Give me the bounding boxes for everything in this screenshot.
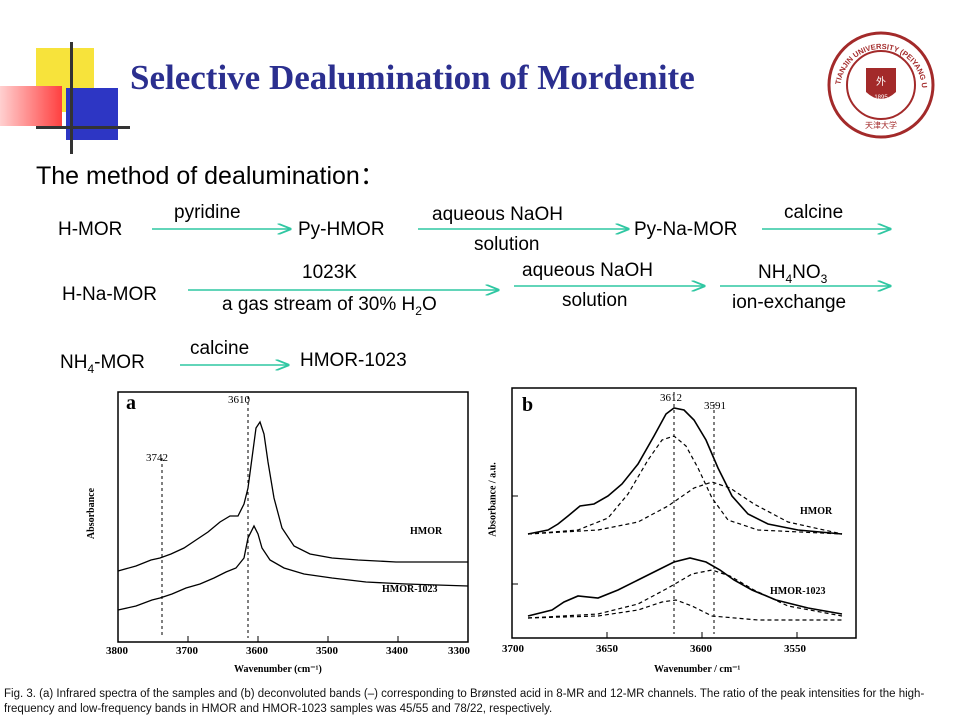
- species-h-mor: H-MOR: [58, 219, 123, 240]
- panel-a-xtick-1: 3700: [176, 645, 198, 657]
- deconv-b-1023-low: [527, 569, 843, 619]
- condition-gas-stream-o: O: [421, 294, 437, 315]
- panel-a-xtick-4: 3400: [386, 645, 408, 657]
- figure-caption: Fig. 3. (a) Infrared spectra of the samp…: [4, 688, 925, 715]
- section-heading: The method of dealumination：: [36, 162, 385, 190]
- figure-panel-a: [96, 388, 480, 684]
- panel-b-peak-3591: 3591: [704, 400, 726, 412]
- panel-a-peak-3742: 3742: [146, 452, 168, 464]
- panel-b-xlabel: Wavenumber / cm⁻¹: [654, 664, 741, 675]
- panel-a-label: a: [126, 392, 136, 414]
- svg-text:外: 外: [876, 76, 886, 88]
- spectrum-b-hmor: [527, 407, 843, 535]
- panel-a-curve-hmor: HMOR: [410, 526, 443, 537]
- subscript-3: 3: [820, 271, 828, 286]
- spectrum-hmor-1023: [117, 524, 469, 611]
- panel-b-peak-3612: 3612: [660, 392, 682, 404]
- subscript-2: 2: [415, 303, 422, 318]
- reagent-calcine-2: calcine: [190, 338, 250, 359]
- panel-b-xtick-3: 3550: [784, 643, 806, 655]
- panel-b-label: b: [522, 394, 534, 416]
- panel-a-peak-3610: 3610: [228, 394, 250, 406]
- reagent-naoh-1-line2: solution: [474, 234, 540, 255]
- panel-a-xtick-0: 3800: [106, 645, 128, 657]
- subscript-4b: 4: [87, 361, 95, 376]
- subscript-4: 4: [785, 271, 793, 286]
- slide-title: Selective Dealumination of Mordenite: [130, 58, 695, 97]
- panel-b-curve-hmor: HMOR: [800, 506, 833, 517]
- panel-a-curve-hmor-1023: HMOR-1023: [382, 584, 438, 595]
- species-nh4-mor-rest: -MOR: [94, 352, 145, 373]
- deconv-b-1023-high: [527, 599, 842, 621]
- reagent-nh4no3: NH4NO3: [758, 262, 827, 286]
- species-hmor-1023: HMOR-1023: [300, 350, 407, 371]
- svg-text:1895: 1895: [874, 95, 888, 101]
- panel-b-xtick-1: 3650: [596, 643, 618, 655]
- species-py-na-mor: Py-Na-MOR: [634, 219, 738, 240]
- reagent-ion-exchange: ion-exchange: [732, 292, 847, 313]
- reagent-nh4no3-no: NO: [792, 262, 821, 283]
- species-nh4-mor-nh: NH: [60, 352, 88, 373]
- reagent-naoh-2-line1: aqueous NaOH: [522, 260, 653, 281]
- condition-gas-stream-text: a gas stream of 30% H: [222, 294, 416, 315]
- panel-a-xtick-3: 3500: [316, 645, 338, 657]
- panel-a-xlabel: Wavenumber (cm⁻¹): [234, 664, 322, 675]
- panel-a-xtick-2: 3600: [246, 645, 268, 657]
- species-h-na-mor: H-Na-MOR: [62, 284, 157, 305]
- figure-panel-b: [498, 384, 860, 684]
- deconv-b-hmor-low: [527, 481, 843, 535]
- panel-a-ylabel: Absorbance: [86, 487, 98, 540]
- university-seal-logo: TIANJIN UNIVERSITY (PEIYANG UNIVERSITY) …: [823, 23, 936, 140]
- reagent-pyridine: pyridine: [174, 202, 241, 223]
- vertical-rule: [70, 42, 73, 154]
- condition-1023k: 1023K: [302, 262, 357, 283]
- reagent-nh4no3-nh: NH: [758, 262, 786, 283]
- flow-arrows: [152, 0, 960, 400]
- panel-b-xtick-2: 3600: [690, 643, 712, 655]
- reagent-calcine-1: calcine: [784, 202, 844, 223]
- svg-text:天津大学: 天津大学: [865, 120, 897, 130]
- species-py-hmor: Py-HMOR: [298, 219, 385, 240]
- panel-a-xtick-5: 3300: [448, 645, 470, 657]
- horizontal-rule: [36, 126, 130, 129]
- panel-b-xtick-0: 3700: [502, 643, 524, 655]
- panel-b-curve-hmor-1023: HMOR-1023: [770, 586, 826, 597]
- blue-block: [66, 88, 118, 140]
- reagent-naoh-2-line2: solution: [562, 290, 628, 311]
- red-block: [0, 86, 62, 126]
- spectrum-hmor: [117, 420, 468, 572]
- condition-gas-stream: a gas stream of 30% H2O: [222, 294, 437, 318]
- deconv-b-hmor-high: [527, 435, 843, 535]
- species-nh4-mor: NH4-MOR: [60, 352, 145, 376]
- corner-decoration: [0, 0, 130, 160]
- reagent-naoh-1-line1: aqueous NaOH: [432, 204, 563, 225]
- panel-b-ylabel: Absorbance / a.u.: [487, 462, 499, 537]
